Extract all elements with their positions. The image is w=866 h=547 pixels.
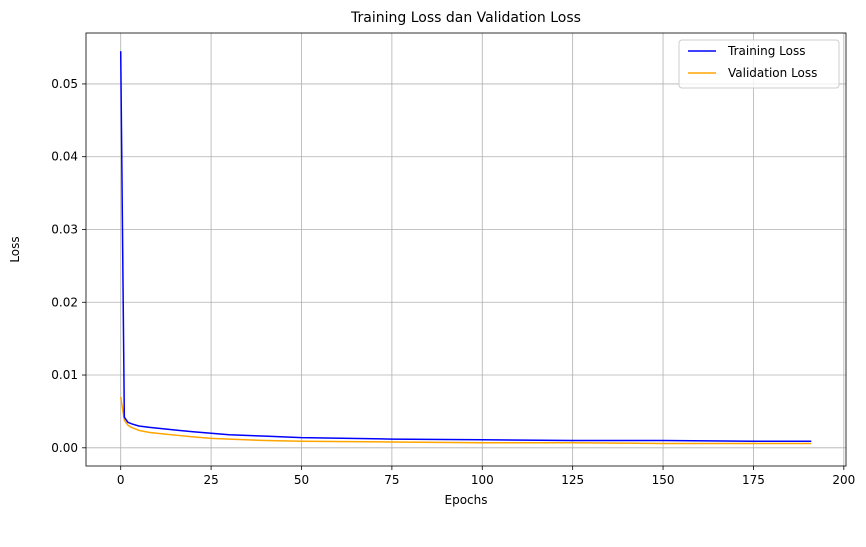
x-axis-ticks: 0 25 50 75 100 125 150 175 200 xyxy=(117,466,855,487)
y-tick-label: 0.02 xyxy=(51,295,78,309)
legend-box xyxy=(678,39,840,89)
plot-frame xyxy=(85,32,847,467)
grid xyxy=(86,33,846,466)
x-tick-label: 50 xyxy=(294,473,309,487)
x-tick-label: 200 xyxy=(832,473,855,487)
y-tick-label: 0.04 xyxy=(51,150,78,164)
x-tick-label: 175 xyxy=(742,473,765,487)
y-tick-label: 0.00 xyxy=(51,441,78,455)
y-axis-label: Loss xyxy=(8,236,22,262)
y-tick-label: 0.03 xyxy=(51,222,78,236)
validation-loss-line xyxy=(119,396,812,445)
x-tick-label: 75 xyxy=(384,473,399,487)
legend-label-validation: Validation Loss xyxy=(728,66,817,80)
legend: Training Loss Validation Loss xyxy=(678,39,840,89)
x-axis-label: Epochs xyxy=(445,493,488,507)
x-tick-label: 25 xyxy=(203,473,218,487)
training-loss-line xyxy=(119,51,812,443)
x-tick-label: 125 xyxy=(561,473,584,487)
legend-label-training: Training Loss xyxy=(727,44,805,58)
x-tick-label: 0 xyxy=(117,473,125,487)
x-tick-label: 100 xyxy=(471,473,494,487)
chart-title: Training Loss dan Validation Loss xyxy=(350,10,581,26)
x-tick-label: 150 xyxy=(652,473,675,487)
y-axis-ticks: 0.00 0.01 0.02 0.03 0.04 0.05 xyxy=(51,77,86,455)
y-tick-label: 0.01 xyxy=(51,368,78,382)
y-tick-label: 0.05 xyxy=(51,77,78,91)
series-lines xyxy=(119,51,812,445)
